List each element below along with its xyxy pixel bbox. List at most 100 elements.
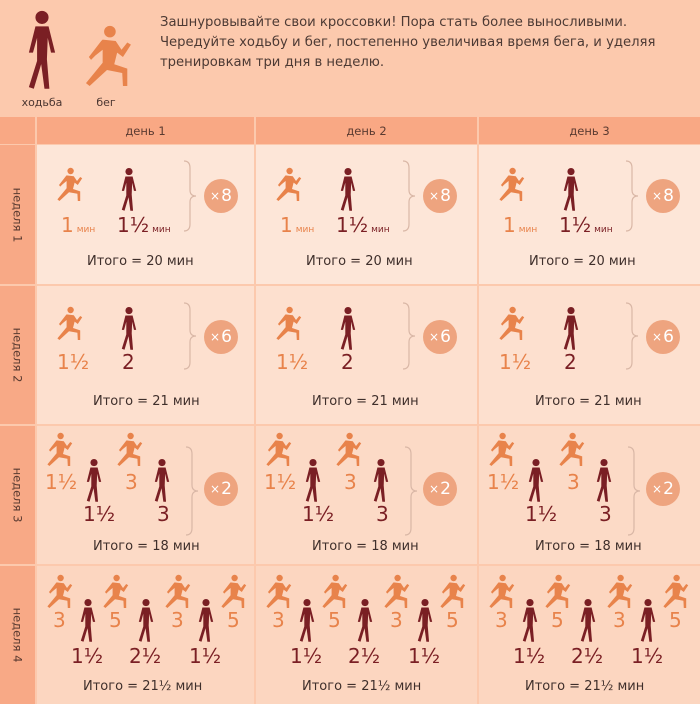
walk-duration: 3 (157, 504, 170, 524)
day-header-3: день 3 (479, 117, 700, 144)
brace-icon (183, 160, 197, 232)
duration-value: 1½ (57, 350, 90, 374)
duration-value: 3 (390, 608, 403, 632)
times-sign: × (652, 482, 663, 496)
runner-icon (53, 167, 85, 203)
duration-value: 1½ (276, 350, 309, 374)
walk-duration: 2½ (571, 646, 603, 666)
walker-icon (298, 598, 316, 644)
duration-value: 1½ (631, 644, 664, 668)
run-duration: 3 (53, 610, 66, 630)
times-sign: × (210, 189, 221, 203)
run-duration: 3 (390, 610, 403, 630)
run-duration: 3 (125, 472, 138, 492)
day-header-2: день 2 (256, 117, 477, 144)
legend-walk: ходьба (12, 10, 72, 110)
runner-icon (272, 306, 304, 342)
walker-icon (153, 458, 171, 504)
total-time: Итого = 18 мин (535, 539, 642, 554)
runner-icon (332, 432, 364, 468)
repeat-count: 8 (663, 186, 674, 206)
intro-line: тренировкам три дня в неделю. (160, 55, 385, 70)
runner-icon (99, 574, 131, 610)
walker-icon (120, 167, 138, 213)
runner-icon (495, 306, 527, 342)
run-duration: 1 мин (61, 215, 95, 240)
duration-unit: мин (594, 225, 613, 235)
repeat-badge: × 2 (423, 472, 457, 506)
intro-line: Чередуйте ходьбу и бег, постепенно увели… (160, 35, 656, 50)
duration-value: 1½ (302, 502, 335, 526)
duration-value: 5 (669, 608, 682, 632)
repeat-badge: × 6 (646, 320, 680, 354)
runner-icon (485, 574, 517, 610)
repeat-badge: × 8 (204, 179, 238, 213)
duration-value: 2 (341, 350, 354, 374)
runner-icon (436, 574, 468, 610)
run-duration: 1½ (487, 472, 519, 492)
cell-week3-day1: 1½ 1½ 3 3 × 2 Итого = 18 мин (37, 426, 254, 564)
runner-icon (603, 574, 635, 610)
walk-duration: 2 (341, 352, 354, 372)
cell-week3-day3: 1½ 1½ 3 3 × 2 Итого = 18 мин (479, 426, 700, 564)
cell-week2-day3: 1½ 2 × 6 Итого = 21 мин (479, 286, 700, 424)
times-sign: × (652, 189, 663, 203)
repeat-count: 8 (221, 186, 232, 206)
run-duration: 1 мин (280, 215, 314, 240)
duration-value: 1½ (559, 213, 592, 237)
duration-value: 3 (171, 608, 184, 632)
total-time: Итого = 20 мин (306, 254, 413, 269)
brace-icon (627, 446, 641, 536)
runner-icon (161, 574, 193, 610)
duration-value: 3 (125, 470, 138, 494)
cell-week4-day3: 3 1½ 5 2½ 3 1½ 5 Итого = 21½ мин (479, 566, 700, 704)
repeat-count: 2 (440, 479, 451, 499)
total-time: Итого = 21½ мин (83, 679, 203, 694)
cell-week3-day2: 1½ 1½ 3 3 × 2 Итого = 18 мин (256, 426, 477, 564)
duration-value: 1½ (487, 470, 520, 494)
duration-value: 5 (446, 608, 459, 632)
walker-icon (562, 306, 580, 352)
repeat-count: 6 (440, 327, 451, 347)
walker-icon (595, 458, 613, 504)
duration-value: 2½ (348, 644, 381, 668)
week-label-3: неделя 3 (0, 426, 35, 564)
times-sign: × (429, 330, 440, 344)
run-duration: 5 (551, 610, 564, 630)
runner-icon (555, 432, 587, 468)
repeat-count: 6 (663, 327, 674, 347)
walker-icon (527, 458, 545, 504)
brace-icon (185, 446, 199, 536)
walker-icon (339, 306, 357, 352)
walk-duration: 3 (376, 504, 389, 524)
run-duration: 1½ (45, 472, 77, 492)
duration-value: 1½ (408, 644, 441, 668)
repeat-badge: × 2 (204, 472, 238, 506)
duration-value: 3 (376, 502, 389, 526)
duration-value: 1½ (189, 644, 222, 668)
duration-value: 1½ (45, 470, 78, 494)
run-duration: 5 (328, 610, 341, 630)
duration-value: 1½ (513, 644, 546, 668)
repeat-count: 2 (221, 479, 232, 499)
walk-duration: 1½ мин (117, 215, 171, 240)
brace-icon (625, 160, 639, 232)
duration-unit: мин (295, 225, 315, 235)
cell-week4-day2: 3 1½ 5 2½ 3 1½ 5 Итого = 21½ мин (256, 566, 477, 704)
run-duration: 1½ (57, 352, 89, 372)
repeat-badge: × 8 (646, 179, 680, 213)
total-time: Итого = 21 мин (312, 394, 419, 409)
walk-duration: 1½ (631, 646, 663, 666)
walk-duration: 1½ мин (336, 215, 390, 240)
run-duration: 3 (613, 610, 626, 630)
duration-value: 1½ (71, 644, 104, 668)
walk-duration: 1½ (290, 646, 322, 666)
duration-value: 3 (344, 470, 357, 494)
run-duration: 5 (109, 610, 122, 630)
runner-icon (380, 574, 412, 610)
cell-week1-day2: 1 мин 1½ мин × 8 Итого = 20 мин (256, 145, 477, 284)
run-duration: 3 (344, 472, 357, 492)
week-label-1: неделя 1 (0, 145, 35, 284)
duration-value: 3 (53, 608, 66, 632)
brace-icon (183, 302, 197, 370)
